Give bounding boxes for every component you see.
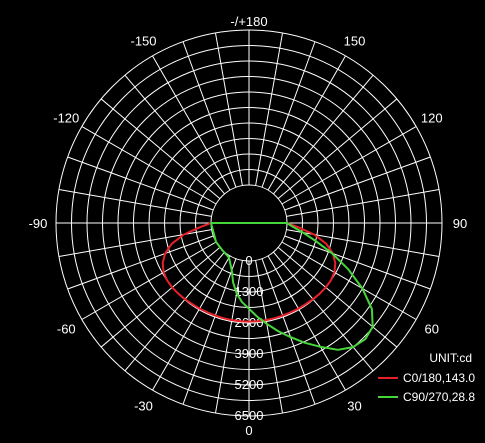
- angle-label: 150: [344, 33, 366, 48]
- grid-spoke: [277, 247, 398, 348]
- grid-spoke: [286, 188, 440, 217]
- grid-spoke: [255, 260, 284, 414]
- angle-label: -150: [130, 33, 156, 48]
- angle-label: -30: [134, 399, 153, 414]
- legend: UNIT:cd C0/180,143.0 C90/270,28.8: [378, 351, 475, 404]
- grid-spoke: [273, 74, 374, 195]
- angle-label: -120: [53, 111, 79, 126]
- radial-tick-label: 5200: [235, 377, 264, 392]
- grid-spoke: [81, 241, 217, 320]
- grid-spoke: [58, 188, 212, 217]
- series-c0-180-curve: [161, 222, 337, 323]
- grid-spoke: [214, 260, 243, 414]
- grid-spoke: [124, 251, 225, 372]
- angle-label: -/+180: [230, 14, 267, 29]
- grid-spoke: [152, 255, 231, 391]
- series-c90-270-curve: [210, 222, 374, 351]
- grid-spoke: [261, 258, 316, 405]
- grid-spoke: [281, 241, 417, 320]
- grid-spoke: [67, 156, 214, 211]
- angle-labels: -/+180 150 120 90 60 30 0 -30 -60 -90 -120 -150: [29, 14, 468, 438]
- legend-label-c90: C90/270,28.8: [403, 390, 475, 404]
- grid-spoke: [81, 126, 217, 205]
- angle-label: 90: [453, 216, 467, 231]
- grid-spoke: [58, 229, 212, 258]
- grid-spoke: [286, 229, 440, 258]
- angle-label: 120: [421, 111, 443, 126]
- grid-spoke: [182, 41, 237, 188]
- angle-label: 60: [424, 322, 438, 337]
- grid-spoke: [267, 255, 346, 391]
- series-curves: [161, 222, 374, 351]
- grid-spoke: [124, 74, 225, 195]
- radial-tick-label: 1300: [235, 284, 264, 299]
- grid-spoke: [255, 32, 284, 186]
- unit-label: UNIT:cd: [429, 351, 472, 365]
- radial-tick-label: 0: [245, 253, 252, 268]
- angle-label: 30: [347, 399, 361, 414]
- grid-spoke: [182, 258, 237, 405]
- legend-label-c0: C0/180,143.0: [403, 371, 475, 385]
- grid-spoke: [214, 32, 243, 186]
- angle-label: -60: [57, 322, 76, 337]
- angle-label: 0: [245, 423, 252, 438]
- grid-spoke: [267, 55, 346, 191]
- grid-spoke: [100, 247, 221, 348]
- angle-label: -90: [29, 216, 48, 231]
- grid-spoke: [67, 235, 214, 290]
- grid-spoke: [100, 98, 221, 199]
- grid-spoke: [277, 98, 398, 199]
- grid-spoke: [261, 41, 316, 188]
- radial-tick-label: 3900: [235, 346, 264, 361]
- grid-spoke: [284, 156, 431, 211]
- radial-tick-label: 6500: [235, 408, 264, 423]
- grid-spoke: [281, 126, 417, 205]
- grid-spoke: [273, 251, 374, 372]
- grid-spoke: [284, 235, 431, 290]
- grid-spoke: [152, 55, 231, 191]
